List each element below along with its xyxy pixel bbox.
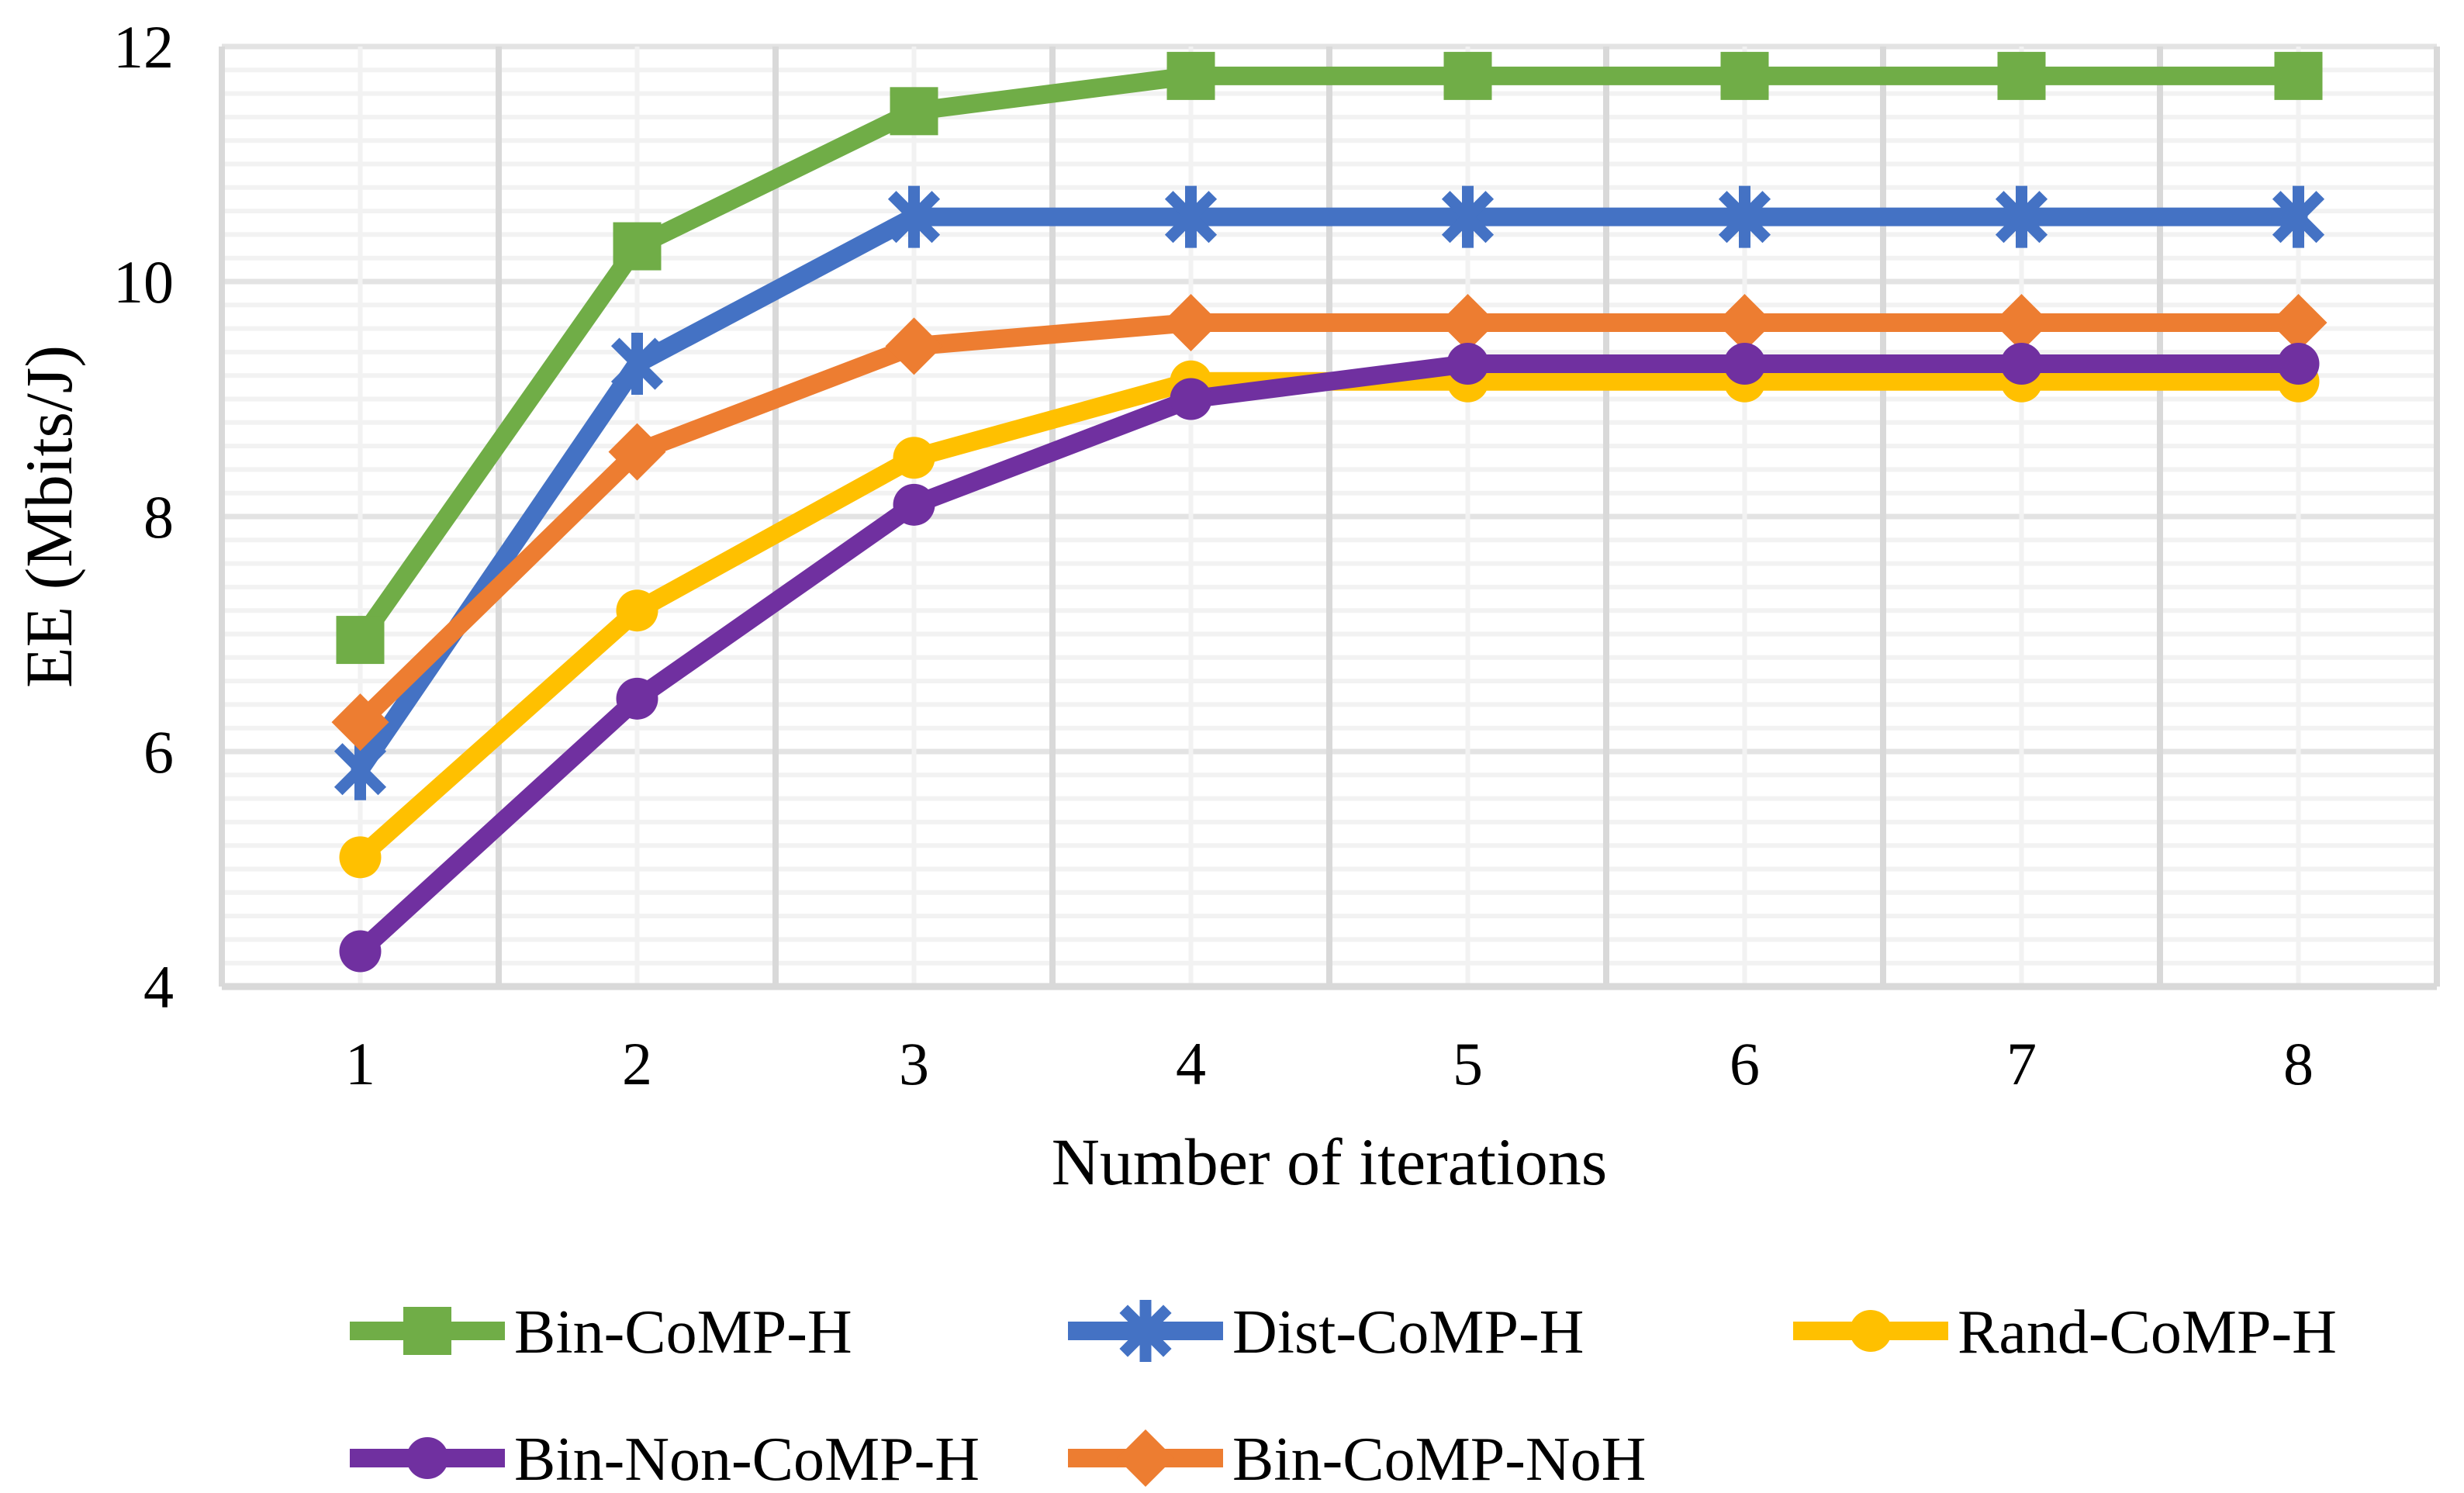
legend: Bin-CoMP-H Dist-CoMP-H Rand-CoMP-H Bin-Non-… — [350, 1298, 2337, 1493]
legend-item-bin-comp-noh: Bin-CoMP-NoH — [1068, 1426, 1646, 1493]
series-marker-bin-comp-noh — [1439, 294, 1497, 352]
series-marker-bin-non-comp-h — [893, 483, 935, 526]
legend-item-bin-non-comp-h: Bin-Non-CoMP-H — [350, 1426, 980, 1493]
y-axis: 4 6 8 10 12 — [113, 13, 174, 1021]
series-marker-bin-comp-h — [1997, 51, 2046, 100]
legend-label: Rand-CoMP-H — [1958, 1298, 2337, 1367]
legend-marker-asterisk — [1119, 1300, 1172, 1362]
series-marker-dist-comp-h — [1441, 185, 1495, 248]
y-tick-label: 10 — [113, 248, 174, 316]
series-marker-bin-comp-h — [613, 222, 662, 271]
series-marker-bin-comp-h — [336, 616, 385, 665]
x-axis-title: Number of iterations — [1052, 1125, 1607, 1199]
y-tick-label: 4 — [143, 953, 174, 1021]
series-marker-dist-comp-h — [1164, 185, 1218, 248]
legend-marker-circle — [1850, 1310, 1892, 1352]
x-tick-label: 6 — [1730, 1030, 1760, 1097]
x-tick-label: 4 — [1176, 1030, 1206, 1097]
legend-label: Bin-Non-CoMP-H — [514, 1426, 980, 1493]
legend-label: Bin-CoMP-H — [514, 1298, 852, 1367]
legend-label: Bin-CoMP-NoH — [1232, 1426, 1646, 1493]
plot-gridlines — [219, 43, 2440, 990]
series-marker-dist-comp-h — [1718, 185, 1771, 248]
series-marker-bin-comp-noh — [1716, 294, 1774, 352]
x-tick-label: 2 — [622, 1030, 652, 1097]
legend-marker-diamond — [1117, 1429, 1174, 1487]
series-marker-bin-comp-noh — [608, 423, 666, 481]
series-marker-bin-non-comp-h — [1723, 343, 1766, 385]
series-marker-bin-comp-noh — [2269, 294, 2327, 352]
series-marker-bin-non-comp-h — [339, 930, 382, 973]
series-marker-bin-non-comp-h — [2277, 343, 2320, 385]
y-tick-label: 6 — [143, 718, 174, 786]
series-marker-bin-comp-h — [2274, 51, 2323, 100]
series-marker-bin-comp-noh — [885, 317, 943, 375]
series-marker-bin-comp-h — [1720, 51, 1769, 100]
series-bin-comp-noh — [331, 294, 2327, 752]
series-marker-dist-comp-h — [610, 333, 664, 396]
series-marker-bin-comp-h — [890, 87, 938, 136]
series-marker-rand-comp-h — [893, 437, 935, 479]
series-marker-bin-non-comp-h — [1170, 378, 1212, 420]
series-marker-dist-comp-h — [887, 185, 941, 248]
series-marker-bin-comp-h — [1443, 51, 1492, 100]
series-marker-bin-comp-noh — [1162, 294, 1220, 352]
x-tick-label: 5 — [1453, 1030, 1483, 1097]
series-bin-non-comp-h — [339, 343, 2320, 973]
y-tick-label: 8 — [143, 483, 174, 551]
series-dist-comp-h — [333, 185, 2325, 800]
series-marker-bin-non-comp-h — [2000, 343, 2043, 385]
series-line-bin-comp-noh — [351, 313, 2308, 732]
x-tick-label: 8 — [2283, 1030, 2314, 1097]
series-marker-bin-comp-h — [1166, 51, 1215, 100]
x-tick-label: 1 — [345, 1030, 375, 1097]
legend-marker-circle — [406, 1437, 448, 1479]
series-line-bin-non-comp-h — [351, 354, 2308, 961]
series-line-dist-comp-h — [351, 207, 2308, 779]
legend-label: Dist-CoMP-H — [1232, 1298, 1584, 1367]
series-line-bin-comp-h — [351, 66, 2308, 650]
series-marker-dist-comp-h — [1995, 185, 2048, 248]
y-axis-title: EE (Mbits/J) — [12, 345, 86, 688]
series-marker-rand-comp-h — [339, 836, 382, 879]
series-marker-rand-comp-h — [616, 589, 658, 632]
series-marker-bin-non-comp-h — [616, 677, 658, 720]
legend-item-dist-comp-h: Dist-CoMP-H — [1068, 1298, 1584, 1367]
series-marker-bin-comp-noh — [1992, 294, 2051, 352]
y-tick-label: 12 — [113, 13, 174, 81]
series-bin-comp-h — [336, 51, 2323, 665]
x-tick-label: 3 — [899, 1030, 929, 1097]
series-marker-dist-comp-h — [2272, 185, 2325, 248]
legend-item-rand-comp-h: Rand-CoMP-H — [1793, 1298, 2337, 1367]
legend-marker-square — [403, 1307, 451, 1355]
legend-item-bin-comp-h: Bin-CoMP-H — [350, 1298, 852, 1367]
series-marker-bin-non-comp-h — [1446, 343, 1489, 385]
series-marker-bin-comp-noh — [331, 693, 389, 752]
x-tick-label: 7 — [2006, 1030, 2037, 1097]
x-axis: 1 2 3 4 5 6 7 8 — [345, 1030, 2314, 1097]
